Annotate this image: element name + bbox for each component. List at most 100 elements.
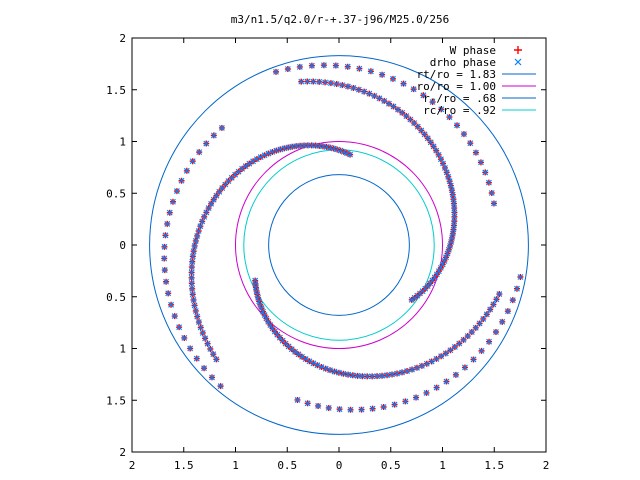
drho-phase-point	[189, 253, 196, 260]
drho-phase-point	[199, 218, 206, 225]
drho-phase-point	[420, 92, 427, 99]
drho-phase-point	[430, 143, 437, 150]
drho-phase-point	[451, 344, 458, 350]
drho-phase-point	[402, 398, 409, 405]
x-tick-label: 1	[439, 459, 446, 472]
drho-phase-point	[461, 131, 467, 137]
drho-phase-point	[322, 79, 329, 86]
radius-circle	[243, 149, 435, 341]
drho-phase-point	[242, 163, 249, 170]
drho-phase-point	[454, 122, 460, 129]
x-tick-label: 0.5	[277, 459, 297, 472]
drho-phase-point	[176, 324, 183, 331]
drho-phase-point	[190, 248, 197, 255]
drho-phase-point	[217, 383, 224, 390]
tick-layer: 2 1.5 1 0.5 0 0.5 1 1.5 221.510.500.511.52	[106, 32, 549, 472]
drho-phase-point	[442, 350, 449, 357]
drho-phase-point	[409, 366, 415, 373]
drho-phase-point	[181, 335, 188, 341]
drho-phase-point	[418, 362, 425, 369]
drho-phase-point	[194, 313, 201, 320]
drho-phase-point	[298, 78, 305, 85]
y-tick-label: 1	[119, 136, 126, 149]
x-tick-label: 2	[129, 459, 136, 472]
drho-phase-point	[201, 365, 207, 372]
drho-phase-point	[161, 243, 168, 250]
drho-phase-point	[188, 264, 195, 270]
plot-frame	[131, 37, 547, 453]
drho-phase-point	[171, 313, 178, 320]
drho-phase-point	[197, 324, 204, 331]
drho-phase-point	[449, 191, 456, 198]
drho-phase-point	[284, 66, 291, 72]
drho-phase-point	[273, 68, 279, 75]
drho-phase-point	[447, 347, 454, 354]
drho-phase-point	[438, 106, 445, 113]
drho-phase-point	[163, 278, 170, 285]
drho-phase-point	[517, 274, 524, 280]
radius-circle	[268, 174, 410, 316]
drho-phase-point	[399, 369, 405, 376]
drho-phase-point	[170, 198, 176, 205]
drho-phase-point	[328, 80, 334, 87]
drho-phase-point	[345, 83, 351, 90]
drho-phase-point	[210, 351, 217, 358]
drho-phase-point	[496, 291, 503, 297]
drho-phase-point	[470, 356, 477, 363]
legend-label: r-/ro = .68	[423, 92, 496, 105]
drho-phase-point	[379, 372, 385, 379]
drho-phase-point	[499, 318, 506, 325]
drho-phase-point	[188, 280, 195, 287]
drho-phase-point	[209, 374, 215, 381]
y-tick-label: 1.5	[106, 84, 126, 97]
drho-phase-point	[423, 360, 430, 367]
drho-phase-point	[366, 90, 373, 97]
drho-phase-point	[188, 274, 195, 281]
drho-phase-point	[202, 335, 209, 342]
drho-phase-point	[344, 63, 351, 70]
drho-phase-point	[384, 372, 390, 379]
drho-phase-point	[295, 351, 302, 358]
drho-phase-point	[332, 62, 339, 69]
chart-title: m3/n1.5/q2.0/r-+.37-j96/M25.0/256	[231, 13, 450, 26]
drho-phase-point	[292, 348, 298, 355]
legend-label: ro/ro = 1.00	[417, 80, 496, 93]
drho-phase-point	[443, 378, 450, 385]
legend-label: rc/ro = .92	[423, 104, 496, 117]
drho-phase-point	[480, 316, 487, 322]
drho-phase-point	[308, 62, 315, 69]
y-tick-label: 1.5	[106, 394, 126, 407]
drho-phase-point	[452, 371, 459, 378]
drho-phase-point	[191, 302, 198, 309]
drho-phase-point	[433, 147, 440, 154]
drho-phase-point	[187, 345, 194, 352]
drho-phase-point	[364, 373, 371, 380]
drho-phase-point	[304, 78, 311, 85]
drho-phase-point	[345, 371, 352, 378]
drho-phase-point	[190, 296, 197, 303]
drho-phase-point	[462, 364, 468, 371]
drho-phase-point	[451, 213, 458, 220]
drho-phase-point	[374, 373, 381, 380]
drho-phase-point	[490, 301, 497, 308]
drho-phase-point	[192, 308, 199, 314]
drho-phase-point	[467, 140, 474, 147]
drho-phase-point	[395, 106, 401, 113]
drho-phase-point	[429, 99, 436, 105]
drho-phase-point	[189, 158, 196, 165]
drho-phase-point	[183, 167, 190, 174]
drho-phase-point	[168, 301, 174, 308]
drho-phase-point	[356, 65, 363, 72]
drho-phase-point	[514, 285, 520, 292]
drho-phase-point	[486, 338, 492, 345]
drho-phase-point	[433, 384, 440, 391]
point-layer	[161, 62, 524, 413]
drho-phase-point	[203, 140, 210, 147]
drho-phase-point	[166, 209, 173, 216]
drho-phase-point	[394, 370, 400, 377]
drho-phase-point	[189, 285, 196, 292]
drho-phase-point	[194, 232, 201, 239]
drho-phase-point	[208, 200, 215, 207]
drho-phase-point	[189, 258, 196, 265]
